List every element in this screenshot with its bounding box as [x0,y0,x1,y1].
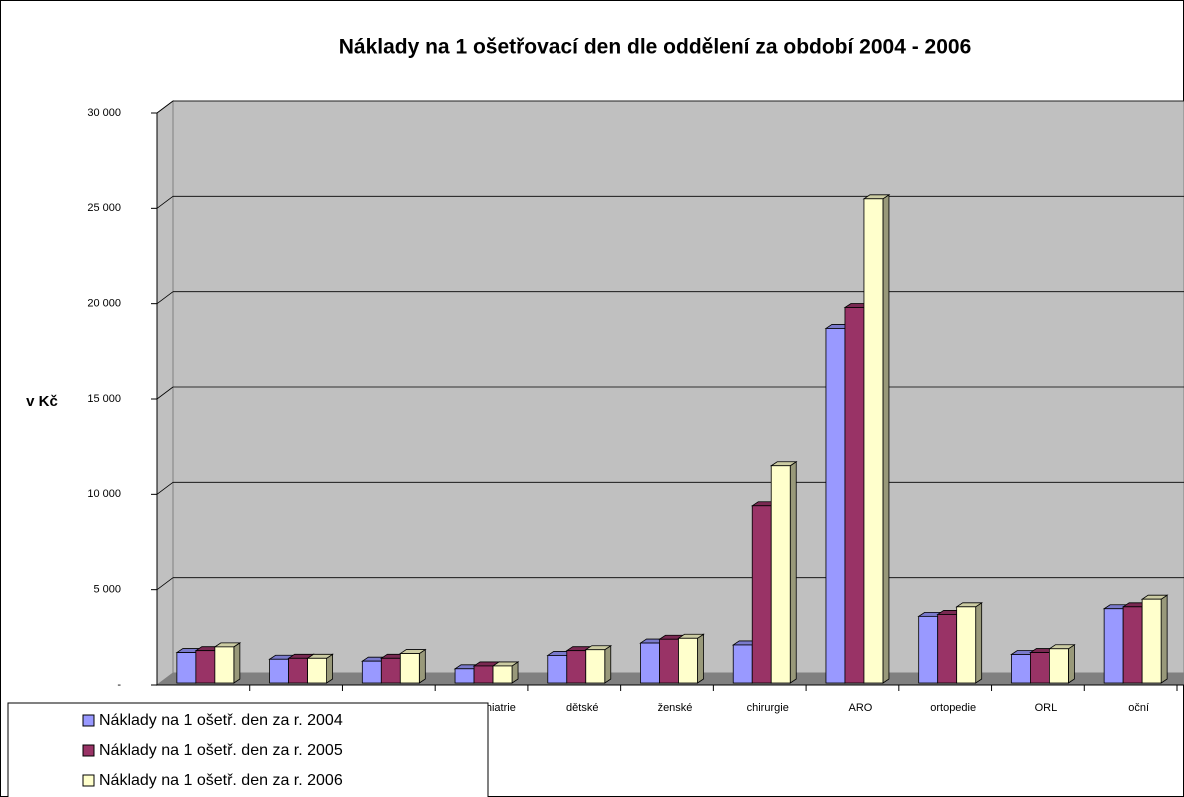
bar [288,657,308,684]
x-tick-label: ortopedie [930,702,976,714]
bar [1141,598,1162,684]
bar [1030,652,1050,684]
legend-label: Náklady na 1 ošetř. den za r. 2004 [99,712,343,729]
bar-side [604,644,612,684]
bar-side [1068,644,1075,684]
legend-label: Náklady na 1 ošetř. den za r. 2005 [99,742,343,759]
bar [937,614,958,684]
y-tick-label: 30 000 [87,107,121,119]
bar [1122,606,1143,684]
bar-side [418,648,426,684]
bar-side [789,460,797,684]
legend: Náklady na 1 ošetř. den za r. 2004 Náklad… [7,702,489,797]
bar [678,637,698,684]
y-tick-label: 20 000 [87,298,121,310]
bar-side [1160,594,1168,684]
bar-side [233,642,241,684]
bar [195,650,216,684]
bar [640,642,660,684]
bar [361,660,382,684]
y-tick-label: 15 000 [87,393,121,405]
x-tick-label: ARO [849,702,873,714]
grid-line [156,386,174,400]
chart-title: Náklady na 1 ošetřovací den dle oddělení… [339,36,972,59]
bar [1103,608,1124,684]
bar [214,646,235,684]
grid-line [156,100,174,114]
grid-line [156,482,174,495]
x-tick-label: chirurgie [747,702,789,714]
bar [176,652,197,684]
legend-label: Náklady na 1 ošetř. den za r. 2006 [99,772,343,789]
grid [156,100,1184,590]
y-tick-label: - [117,679,121,691]
grid-line [156,577,174,590]
bar [844,307,865,684]
bar-side [697,633,704,684]
bar [454,668,475,684]
bar-side [975,602,983,684]
x-tick-label: oční [1128,702,1149,714]
legend-swatch [82,714,95,727]
bar [751,505,772,684]
bar [585,649,606,684]
y-axis-label: v Kč [26,393,58,410]
legend-swatch [82,774,95,787]
x-tick-label: ženské [658,702,693,714]
x-tick-label: dětské [566,702,598,714]
y-tick-label: 10 000 [87,488,121,500]
bar [307,657,327,684]
bars [175,194,1169,684]
bar [547,655,568,684]
bar [1049,648,1069,684]
bar [918,615,939,684]
bar [380,657,401,684]
bar [956,606,977,684]
bar [825,328,846,684]
bar [566,650,587,684]
bar-side [326,653,333,684]
bar [399,653,420,684]
bar [863,198,884,684]
bar [492,665,513,684]
grid-line [156,291,174,304]
grid-line [156,196,174,209]
bar [269,658,289,684]
y-tick-label: 25 000 [87,202,121,214]
bar [473,665,494,684]
bar [1011,654,1031,684]
bar [732,644,753,684]
legend-swatch [82,744,95,757]
bar [770,465,791,684]
bar-side [882,194,890,684]
x-tick-label: ORL [1035,702,1058,714]
bar [659,638,679,684]
y-tick-label: 5 000 [93,584,121,596]
